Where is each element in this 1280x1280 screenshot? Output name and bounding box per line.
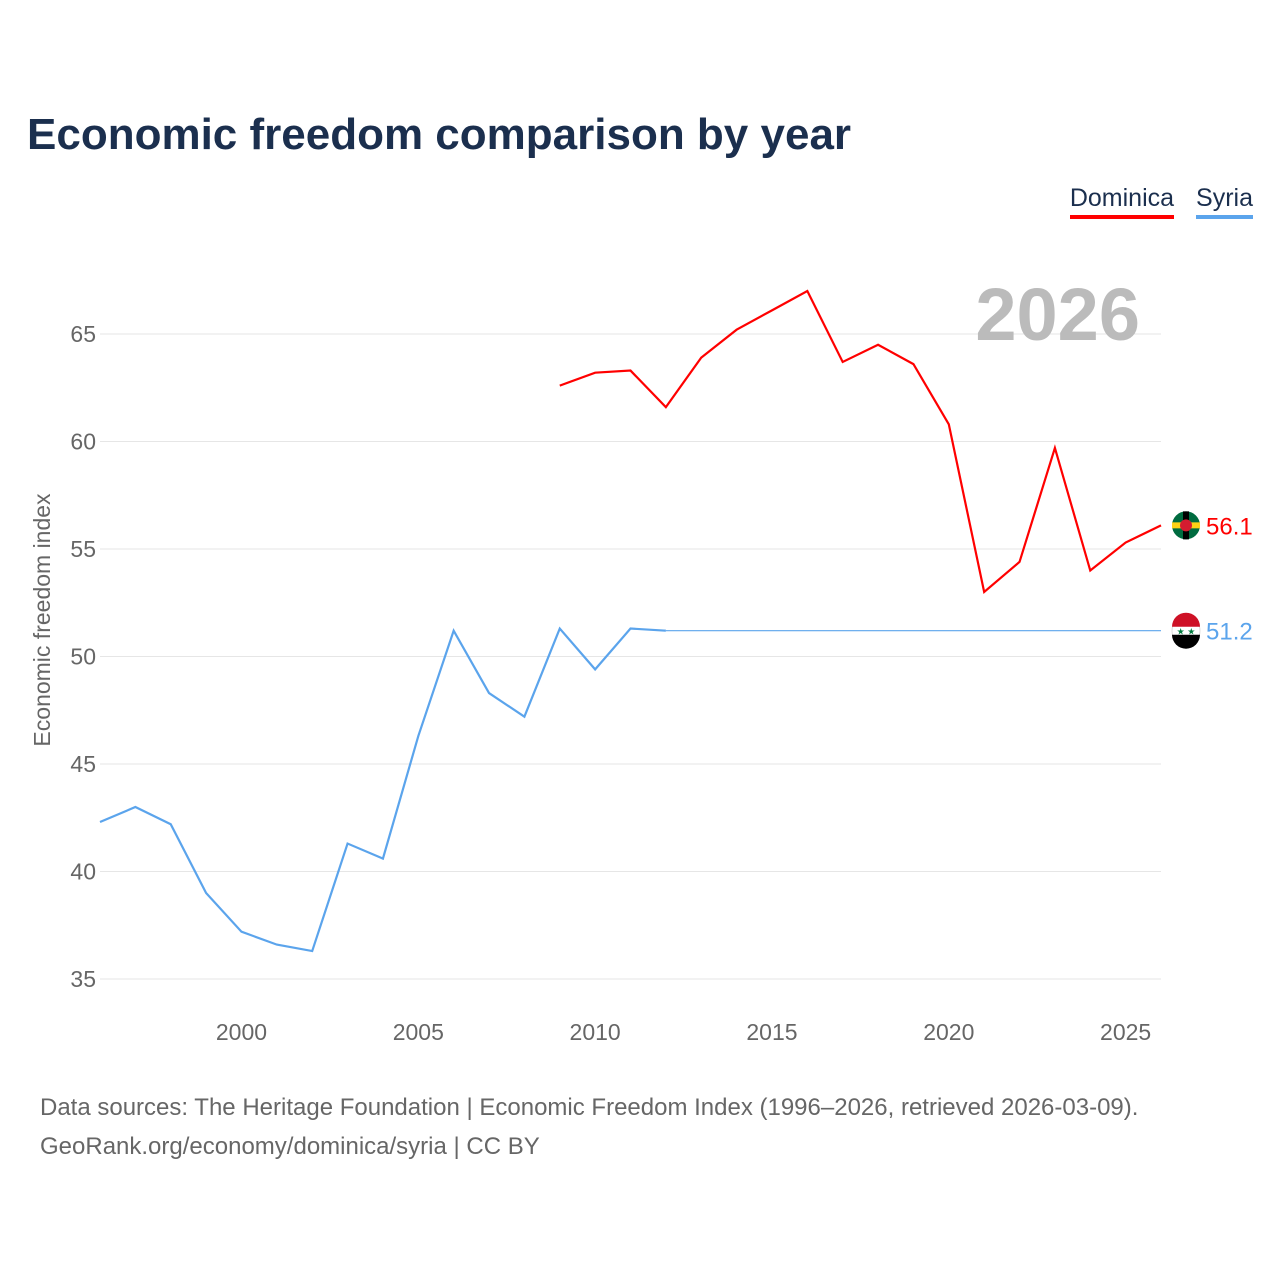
series-line-dominica [559,289,1162,595]
y-tick-label: 60 [70,429,96,455]
y-tick-label: 55 [70,536,96,562]
chart-title: Economic freedom comparison by year [27,110,852,159]
year-watermark: 2026 [975,273,1140,356]
y-tick-label: 40 [70,859,96,885]
flag-disc [1180,519,1192,532]
y-tick-label: 35 [70,966,96,992]
series-line-syria [99,626,666,953]
source-line-2[interactable]: GeoRank.org/economy/dominica/syria | CC … [40,1133,540,1160]
flag-stripe [1172,612,1200,627]
x-tick-label: 2010 [570,1019,621,1045]
y-axis-label: Economic freedom index [29,493,55,747]
x-tick-label: 2025 [1100,1019,1151,1045]
legend-item-syria[interactable]: Syria [1196,184,1253,219]
x-tick-label: 2000 [216,1019,267,1045]
legend-item-dominica[interactable]: Dominica [1069,184,1175,219]
y-tick-label: 65 [70,321,96,347]
flag-stars: ★ ★ [1177,627,1196,637]
end-label-syria: 51.2 [1206,619,1253,646]
legend: Dominica Syria [1069,184,1253,219]
y-tick-label: 45 [70,751,96,777]
y-tick-label: 50 [70,644,96,670]
x-tick-label: 2005 [393,1019,444,1045]
source-note: Data sources: The Heritage Foundation | … [40,1088,1138,1166]
x-tick-label: 2020 [923,1019,974,1045]
x-tick-label: 2015 [746,1019,797,1045]
flag-stripe [1172,634,1200,649]
source-line-1: Data sources: The Heritage Foundation | … [40,1094,1139,1121]
end-label-dominica: 56.1 [1206,513,1253,540]
